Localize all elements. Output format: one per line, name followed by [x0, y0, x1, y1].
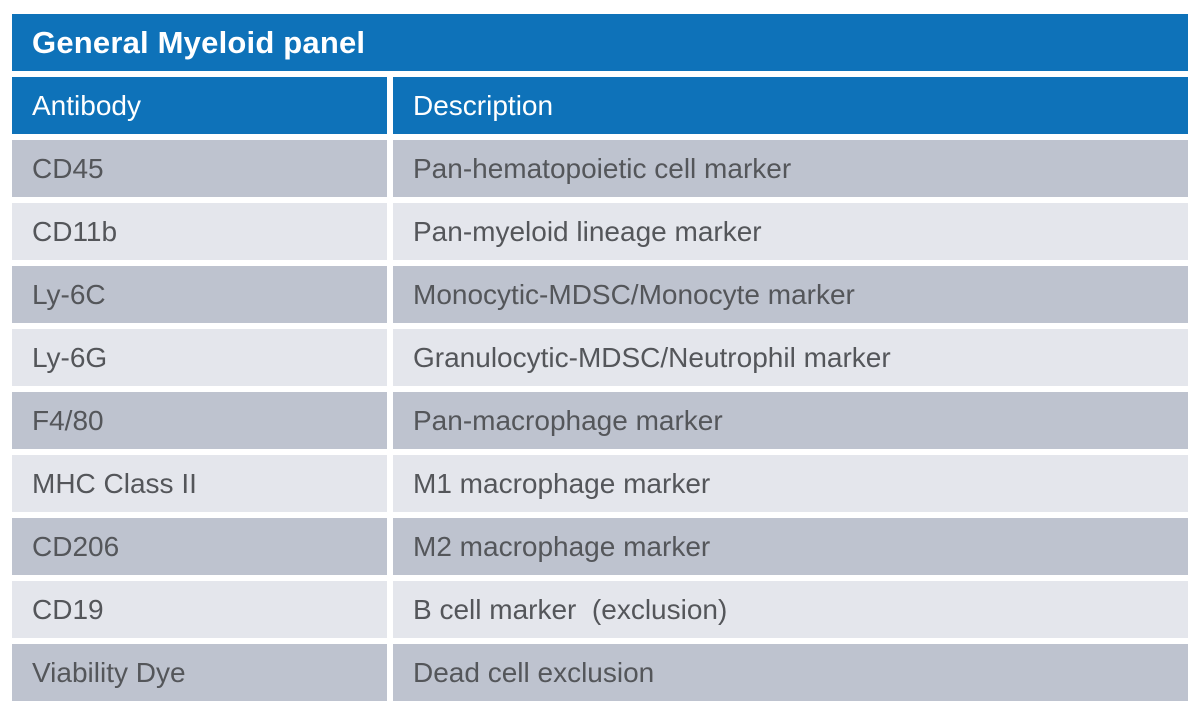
description-cell: Monocytic-MDSC/Monocyte marker [393, 266, 1188, 323]
table-title: General Myeloid panel [32, 24, 366, 60]
general-myeloid-panel-table: General Myeloid panel Antibody Descripti… [12, 14, 1188, 701]
antibody-cell: Ly-6C [12, 266, 387, 323]
antibody-cell: MHC Class II [12, 455, 387, 512]
table-row: CD45 Pan-hematopoietic cell marker [12, 140, 1188, 197]
table-row: CD11b Pan-myeloid lineage marker [12, 203, 1188, 260]
table-header-row: Antibody Description [12, 77, 1188, 134]
description-cell: Pan-hematopoietic cell marker [393, 140, 1188, 197]
column-header-description: Description [393, 77, 1188, 134]
column-header-antibody: Antibody [12, 77, 387, 134]
table-row: Ly-6C Monocytic-MDSC/Monocyte marker [12, 266, 1188, 323]
description-cell: Pan-myeloid lineage marker [393, 203, 1188, 260]
antibody-cell: F4/80 [12, 392, 387, 449]
antibody-cell: CD19 [12, 581, 387, 638]
antibody-cell: Ly-6G [12, 329, 387, 386]
antibody-cell: CD206 [12, 518, 387, 575]
table-row: MHC Class II M1 macrophage marker [12, 455, 1188, 512]
description-cell: M1 macrophage marker [393, 455, 1188, 512]
description-cell: Granulocytic-MDSC/Neutrophil marker [393, 329, 1188, 386]
table-row: CD19 B cell marker (exclusion) [12, 581, 1188, 638]
antibody-cell: Viability Dye [12, 644, 387, 701]
description-cell: Dead cell exclusion [393, 644, 1188, 701]
antibody-cell: CD11b [12, 203, 387, 260]
description-cell: Pan-macrophage marker [393, 392, 1188, 449]
table-row: Viability Dye Dead cell exclusion [12, 644, 1188, 701]
description-cell: M2 macrophage marker [393, 518, 1188, 575]
description-cell: B cell marker (exclusion) [393, 581, 1188, 638]
table-row: Ly-6G Granulocytic-MDSC/Neutrophil marke… [12, 329, 1188, 386]
table-row: F4/80 Pan-macrophage marker [12, 392, 1188, 449]
antibody-cell: CD45 [12, 140, 387, 197]
table-title-bar: General Myeloid panel [12, 14, 1188, 71]
table-row: CD206 M2 macrophage marker [12, 518, 1188, 575]
